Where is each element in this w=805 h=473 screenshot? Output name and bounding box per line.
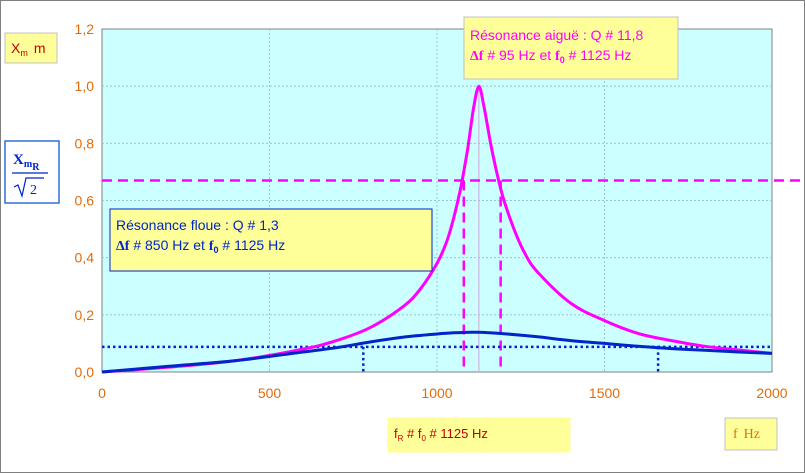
y-tick-label: 0,0 <box>75 364 95 380</box>
reference-lines <box>102 86 802 372</box>
x-ticks: 0 500 1000 1500 2000 <box>98 385 788 401</box>
sharp-f0: f <box>555 49 560 64</box>
broad-delta-f: Δf <box>116 239 130 254</box>
fr-sub0: 0 <box>421 434 426 443</box>
fr-sub: R <box>398 434 404 443</box>
grid <box>102 29 772 372</box>
x-axis-label: f Hz <box>724 417 778 451</box>
xlabel-symbol: f <box>733 427 738 442</box>
sharp-delta-f: Δf <box>470 49 484 64</box>
y-tick-label: 0,8 <box>75 135 95 151</box>
sharp-f0-sub: 0 <box>560 55 565 65</box>
broad-note-mid: # 850 Hz et <box>129 237 208 253</box>
x-tick-label: 1000 <box>421 385 452 401</box>
svg-text:fR # f0 # 1125 Hz: fR # f0 # 1125 Hz <box>394 426 488 443</box>
ratio-label: XmR 2 <box>4 140 60 204</box>
ratio-numerator-sub: m <box>24 159 33 170</box>
x-tick-label: 500 <box>258 385 282 401</box>
xlabel-unit: Hz <box>744 427 760 442</box>
y-tick-label: 0,4 <box>75 250 95 266</box>
x-tick-label: 2000 <box>756 385 787 401</box>
sharp-note-end: # 1125 Hz <box>565 47 632 63</box>
y-tick-label: 0,6 <box>75 193 95 209</box>
fr-end: # 1125 Hz <box>426 426 488 441</box>
svg-text:Δf # 95 Hz et f0 # 1125 Hz: Δf # 95 Hz et f0 # 1125 Hz <box>470 47 631 65</box>
ratio-numerator-sub2: R <box>32 162 40 173</box>
sharp-note-line1: Résonance aiguë : Q # 11,8 <box>470 27 644 43</box>
svg-text:fHz: f Hz <box>733 427 760 442</box>
curves <box>101 84 773 374</box>
resonance-frequency-note: fR # f0 # 1125 Hz <box>387 417 571 453</box>
broad-f0: f <box>209 239 214 254</box>
ylabel-unit: m <box>34 40 46 56</box>
svg-text:XmR: XmR <box>13 152 40 173</box>
broad-resonance-note: Résonance floue : Q # 1,3 Δf # 850 Hz et… <box>109 208 433 272</box>
y-ticks: 0,0 0,2 0,4 0,6 0,8 1,0 1,2 <box>75 21 95 380</box>
fr-mid: # f <box>403 426 421 441</box>
ratio-radicand: 2 <box>30 183 37 198</box>
broad-f0-sub: 0 <box>214 245 219 255</box>
ylabel-symbol: X <box>11 40 21 56</box>
y-axis-label: Xm m <box>4 32 58 64</box>
sharp-note-mid: # 95 Hz et <box>483 47 555 63</box>
y-tick-label: 0,2 <box>75 307 95 323</box>
y-tick-label: 1,0 <box>75 78 95 94</box>
x-tick-label: 0 <box>98 385 106 401</box>
sharp-resonance-curve <box>101 84 773 374</box>
y-tick-label: 1,2 <box>75 21 95 37</box>
broad-resonance-curve <box>101 330 773 374</box>
fr-symbol: f <box>394 426 398 441</box>
sharp-resonance-note: Résonance aiguë : Q # 11,8 Δf # 95 Hz et… <box>463 16 679 80</box>
x-tick-label: 1500 <box>589 385 620 401</box>
svg-text:Δf # 850 Hz et f0 # 1125 Hz: Δf # 850 Hz et f0 # 1125 Hz <box>116 237 285 255</box>
ratio-numerator: X <box>13 152 24 168</box>
ylabel-subscript: m <box>20 48 28 58</box>
svg-text:Xmm: Xm m <box>11 40 46 58</box>
broad-note-end: # 1125 Hz <box>219 237 286 253</box>
broad-note-line1: Résonance floue : Q # 1,3 <box>116 217 279 233</box>
